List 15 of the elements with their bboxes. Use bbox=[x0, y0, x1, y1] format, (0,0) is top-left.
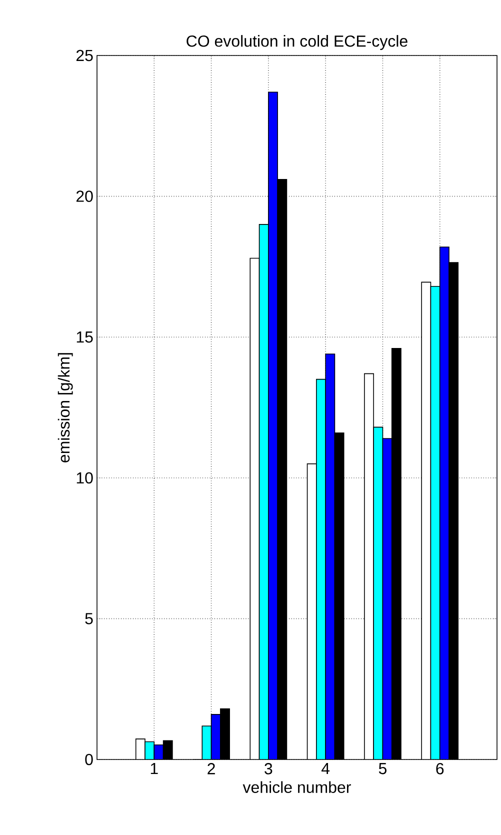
x-tick-label: 1 bbox=[150, 763, 158, 774]
x-axis-title: vehicle number bbox=[242, 781, 351, 793]
x-tick-label: 2 bbox=[208, 763, 215, 774]
y-axis-title: emission [g/km] bbox=[58, 353, 73, 462]
y-tick-label: 25 bbox=[76, 50, 93, 62]
x-tick-label: 4 bbox=[321, 763, 330, 774]
y-tick-label: 5 bbox=[85, 613, 93, 624]
x-tick-label: 3 bbox=[264, 763, 272, 774]
x-tick-label: 6 bbox=[436, 763, 444, 774]
y-tick-label: 0 bbox=[85, 754, 93, 766]
chart-title: CO evolution in cold ECE-cycle bbox=[186, 35, 408, 50]
y-tick-label: 15 bbox=[76, 332, 93, 343]
y-tick-label: 20 bbox=[76, 190, 93, 202]
y-tick-label: 10 bbox=[76, 472, 93, 484]
x-tick-label: 5 bbox=[378, 763, 386, 774]
